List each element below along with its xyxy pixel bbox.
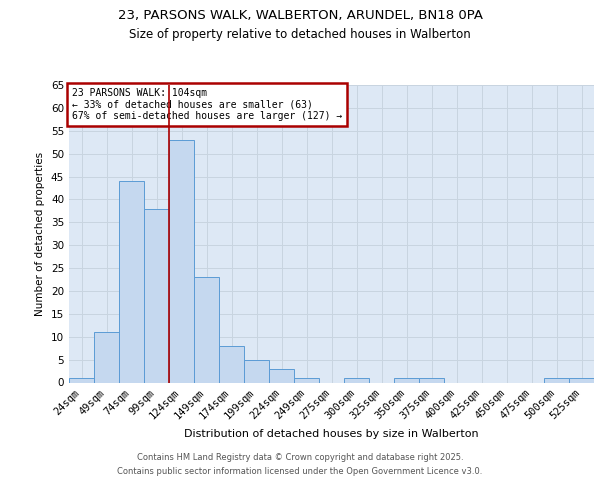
Bar [569,378,594,382]
Text: 23 PARSONS WALK: 104sqm
← 33% of detached houses are smaller (63)
67% of semi-de: 23 PARSONS WALK: 104sqm ← 33% of detache… [71,88,342,121]
Text: Size of property relative to detached houses in Walberton: Size of property relative to detached ho… [129,28,471,41]
Bar [94,332,119,382]
Bar [144,208,169,382]
Bar [344,378,369,382]
Text: Contains public sector information licensed under the Open Government Licence v3: Contains public sector information licen… [118,467,482,476]
Bar [169,140,194,382]
Bar [544,378,569,382]
Bar [419,378,444,382]
Bar [119,181,144,382]
Y-axis label: Number of detached properties: Number of detached properties [35,152,46,316]
Text: 23, PARSONS WALK, WALBERTON, ARUNDEL, BN18 0PA: 23, PARSONS WALK, WALBERTON, ARUNDEL, BN… [118,10,482,22]
Text: Contains HM Land Registry data © Crown copyright and database right 2025.: Contains HM Land Registry data © Crown c… [137,454,463,462]
Bar [219,346,244,383]
X-axis label: Distribution of detached houses by size in Walberton: Distribution of detached houses by size … [184,430,479,440]
Bar [269,369,294,382]
Bar [244,360,269,382]
Bar [294,378,319,382]
Bar [194,277,219,382]
Bar [394,378,419,382]
Bar [69,378,94,382]
